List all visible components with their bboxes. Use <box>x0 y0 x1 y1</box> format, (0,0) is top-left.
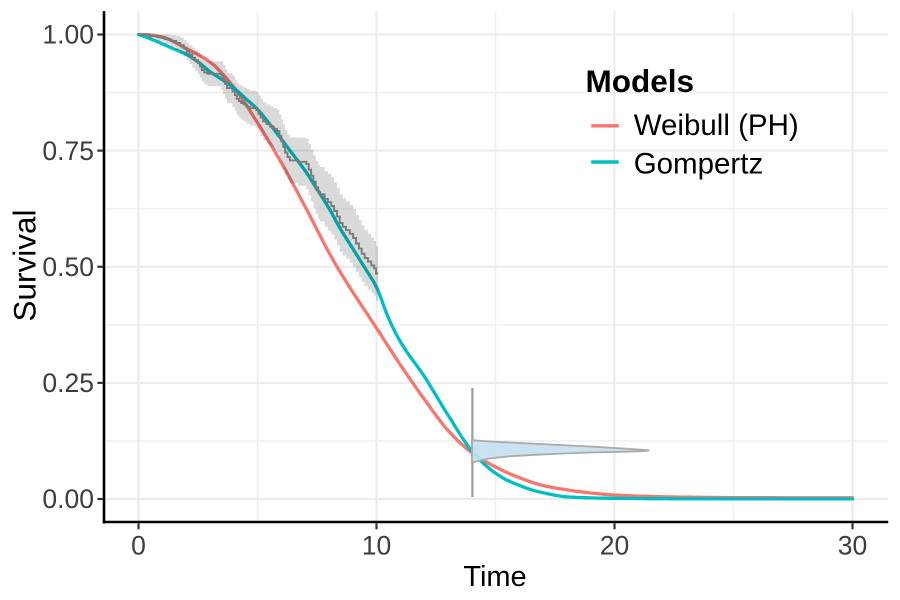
svg-text:0: 0 <box>131 531 146 561</box>
svg-text:1.00: 1.00 <box>42 20 94 50</box>
svg-text:Models: Models <box>586 63 695 99</box>
svg-text:0.75: 0.75 <box>42 136 94 166</box>
svg-text:Gompertz: Gompertz <box>634 148 764 181</box>
svg-text:10: 10 <box>362 531 391 561</box>
svg-text:0.50: 0.50 <box>42 252 94 282</box>
svg-text:Weibull (PH): Weibull (PH) <box>634 109 799 142</box>
svg-text:30: 30 <box>838 531 867 561</box>
svg-text:Time: Time <box>463 561 526 593</box>
svg-text:0.00: 0.00 <box>42 484 94 514</box>
svg-text:20: 20 <box>600 531 629 561</box>
svg-text:0.25: 0.25 <box>42 368 94 398</box>
svg-text:Survival: Survival <box>7 209 43 321</box>
